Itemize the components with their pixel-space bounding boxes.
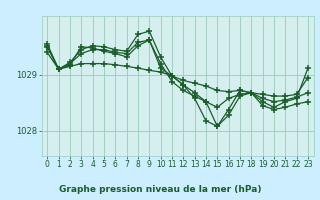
Text: Graphe pression niveau de la mer (hPa): Graphe pression niveau de la mer (hPa) (59, 185, 261, 194)
